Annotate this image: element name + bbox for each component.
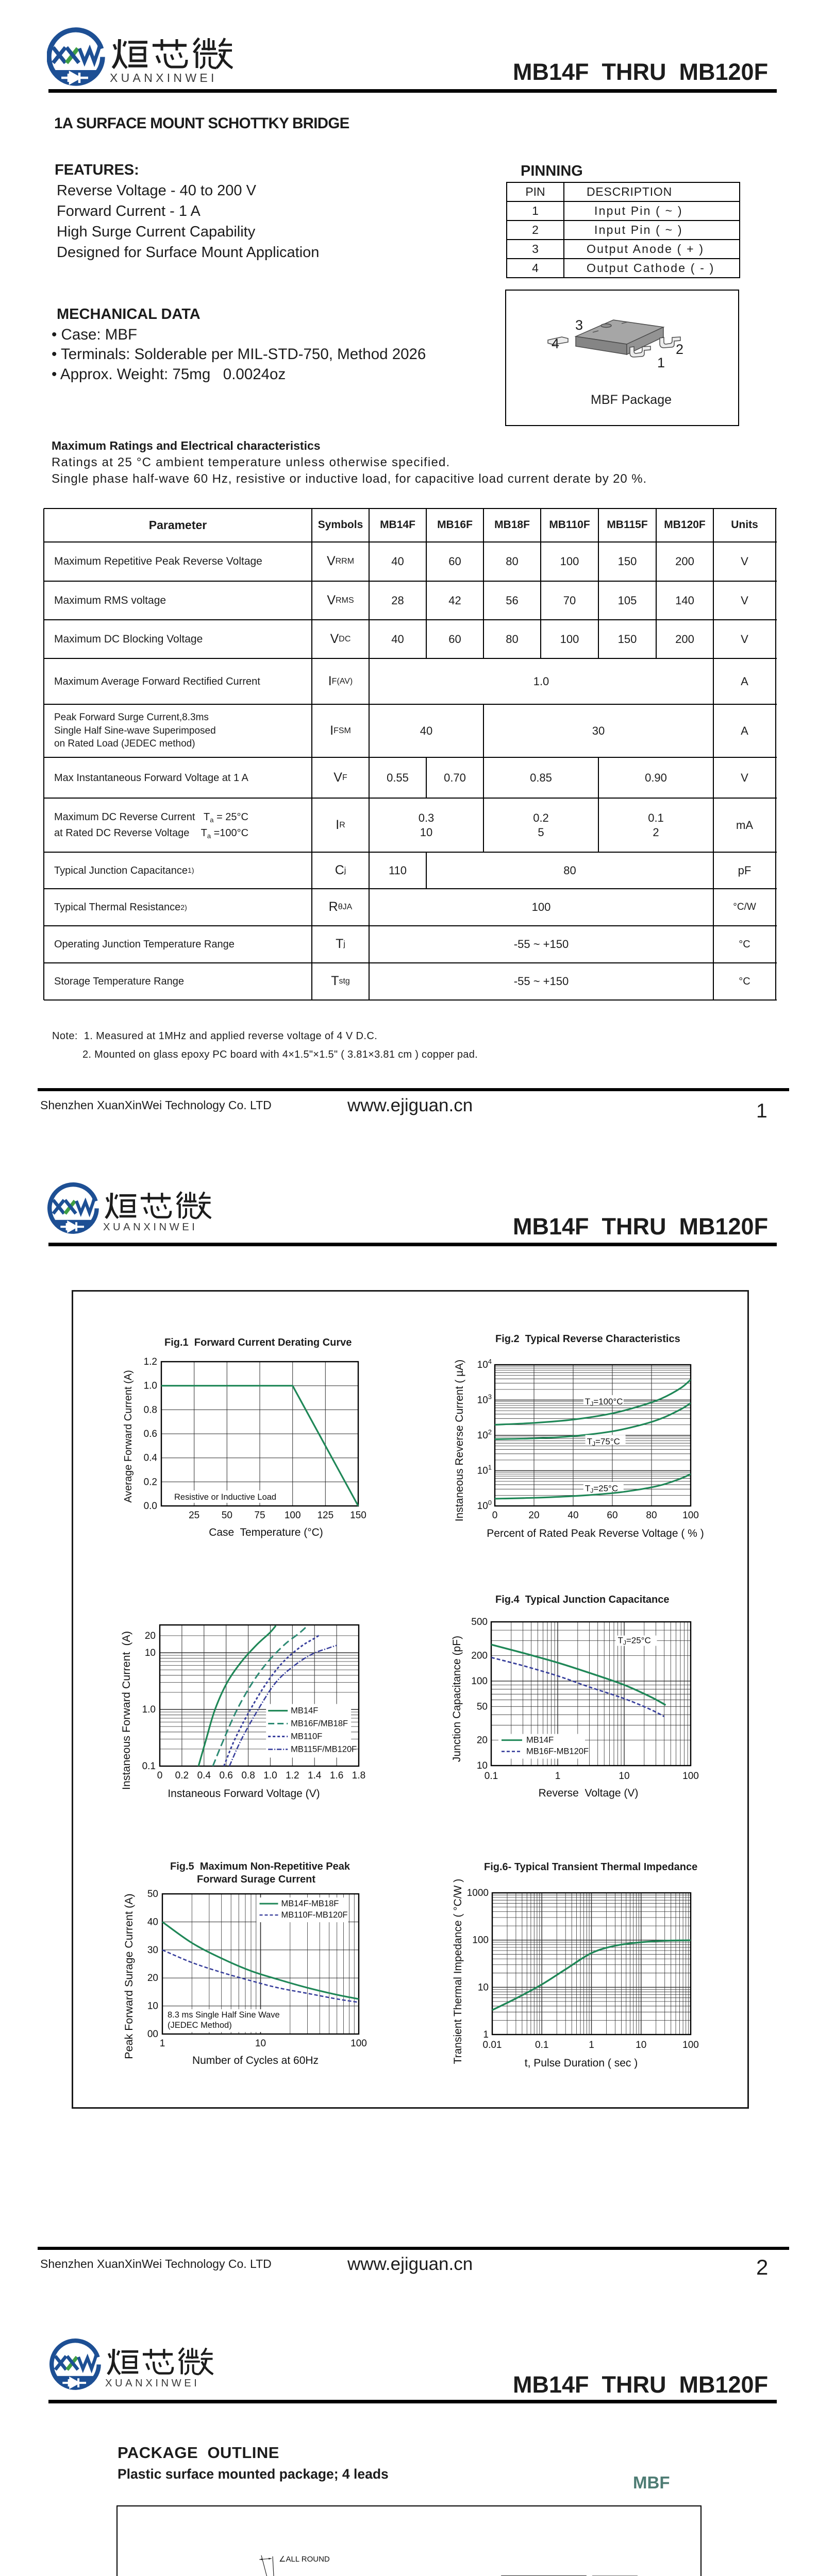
svg-text:100: 100: [682, 1510, 699, 1521]
svg-text:1: 1: [589, 2040, 594, 2050]
svg-text:1.0: 1.0: [142, 1704, 156, 1715]
svg-text:0.2: 0.2: [175, 1770, 189, 1781]
svg-text:10: 10: [477, 1760, 488, 1771]
svg-text:1.2: 1.2: [144, 1357, 157, 1367]
svg-text:200: 200: [471, 1650, 488, 1661]
svg-text:60: 60: [607, 1510, 617, 1521]
svg-text:30: 30: [147, 1945, 158, 1956]
svg-text:TJ=100°C: TJ=100°C: [585, 1397, 623, 1408]
svg-text:MB14F-MB18F: MB14F-MB18F: [281, 1899, 339, 1908]
svg-text:0.01: 0.01: [483, 2040, 502, 2050]
svg-text:10: 10: [619, 1771, 629, 1782]
svg-text:101: 101: [477, 1464, 492, 1477]
svg-text:Average Forward Current (A): Average Forward Current (A): [123, 1370, 134, 1503]
svg-text:1.6: 1.6: [330, 1770, 343, 1781]
svg-text:0.6: 0.6: [219, 1770, 232, 1781]
svg-text:1.0: 1.0: [263, 1770, 277, 1781]
svg-text:MB110F-MB120F: MB110F-MB120F: [281, 1910, 348, 1920]
svg-text:100: 100: [350, 2038, 367, 2049]
svg-text:0.1: 0.1: [485, 1771, 498, 1782]
svg-text:500: 500: [471, 1617, 488, 1628]
svg-text:103: 103: [477, 1393, 492, 1406]
svg-text:8.3 ms Single Half Sine Wave: 8.3 ms Single Half Sine Wave: [168, 2010, 280, 2020]
svg-text:(JEDEC Method): (JEDEC Method): [168, 2021, 232, 2030]
svg-text:0.1: 0.1: [535, 2040, 548, 2050]
svg-text:XUANXINWEI: XUANXINWEI: [103, 1222, 198, 1233]
svg-text:100: 100: [477, 1499, 492, 1512]
svg-text:50: 50: [477, 1701, 488, 1712]
svg-text:100: 100: [471, 1676, 488, 1687]
svg-text:TJ=25°C: TJ=25°C: [585, 1483, 618, 1494]
svg-text:MB14F: MB14F: [526, 1736, 554, 1745]
svg-text:150: 150: [350, 1510, 366, 1521]
svg-text:MB14F: MB14F: [291, 1706, 318, 1715]
svg-text:40: 40: [567, 1510, 578, 1521]
svg-text:1000: 1000: [467, 1888, 489, 1899]
svg-text:10: 10: [145, 1648, 156, 1658]
svg-text:20: 20: [477, 1735, 488, 1746]
svg-text:Instaneous Forward Voltage (V): Instaneous Forward Voltage (V): [168, 1788, 320, 1800]
svg-text:20: 20: [528, 1510, 539, 1521]
svg-text:TJ=75°C: TJ=75°C: [587, 1436, 620, 1447]
svg-text:00: 00: [147, 2029, 158, 2040]
svg-text:10: 10: [255, 2038, 266, 2049]
svg-text:0.4: 0.4: [144, 1453, 158, 1464]
svg-text:10: 10: [636, 2040, 646, 2050]
svg-text:1: 1: [160, 2038, 165, 2049]
svg-text:MB16F/MB18F: MB16F/MB18F: [291, 1719, 348, 1728]
svg-text:0: 0: [492, 1510, 498, 1521]
svg-text:75: 75: [254, 1510, 265, 1521]
svg-text:104: 104: [477, 1358, 492, 1370]
svg-text:1.8: 1.8: [352, 1770, 365, 1781]
svg-text:XUANXINWEI: XUANXINWEI: [105, 2378, 200, 2389]
svg-text:TJ=25°C: TJ=25°C: [617, 1636, 650, 1647]
svg-text:0.1: 0.1: [142, 1761, 156, 1772]
svg-text:100: 100: [472, 1935, 489, 1946]
svg-text:100: 100: [285, 1510, 301, 1521]
svg-text:25: 25: [189, 1510, 199, 1521]
svg-text:t, Pulse Duration ( sec ): t, Pulse Duration ( sec ): [525, 2057, 638, 2069]
svg-text:MB115F/MB120F: MB115F/MB120F: [291, 1744, 357, 1754]
svg-text:100: 100: [682, 1771, 699, 1782]
svg-text:0.4: 0.4: [197, 1770, 211, 1781]
svg-text:102: 102: [477, 1428, 492, 1441]
svg-text:100: 100: [682, 2040, 699, 2050]
svg-text:10: 10: [478, 1982, 489, 1993]
svg-text:1.0: 1.0: [144, 1381, 157, 1392]
svg-text:0.2: 0.2: [144, 1477, 157, 1487]
svg-text:20: 20: [145, 1631, 156, 1641]
svg-text:125: 125: [317, 1510, 333, 1521]
svg-text:1.2: 1.2: [286, 1770, 299, 1781]
svg-text:Instaneous Forward Current (A: Instaneous Forward Current (A): [120, 1631, 132, 1790]
svg-text:Junction Capacitance (pF): Junction Capacitance (pF): [451, 1636, 463, 1762]
svg-text:50: 50: [222, 1510, 232, 1521]
svg-text:Number of Cycles at 60Hz: Number of Cycles at 60Hz: [192, 2055, 319, 2066]
svg-text:40: 40: [147, 1917, 158, 1927]
svg-text:10: 10: [147, 2001, 158, 2012]
svg-text:Instaneous Reverse Current ( µ: Instaneous Reverse Current ( µA): [454, 1360, 465, 1521]
svg-text:Reverse Voltage (V): Reverse Voltage (V): [539, 1787, 639, 1799]
svg-text:Case Temperature (°C): Case Temperature (°C): [209, 1527, 323, 1538]
svg-text:Resistive or Inductive Load: Resistive or Inductive Load: [174, 1493, 276, 1502]
svg-text:0: 0: [157, 1770, 163, 1781]
svg-text:MB16F-MB120F: MB16F-MB120F: [526, 1747, 589, 1756]
svg-text:MB110F: MB110F: [291, 1732, 322, 1741]
svg-text:Peak Forward Surage Current (A: Peak Forward Surage Current (A): [123, 1893, 135, 2059]
svg-text:80: 80: [646, 1510, 657, 1521]
svg-text:50: 50: [147, 1889, 158, 1900]
svg-text:0.8: 0.8: [144, 1404, 157, 1415]
svg-text:1: 1: [555, 1771, 561, 1782]
svg-text:1.4: 1.4: [308, 1770, 322, 1781]
svg-text:∠ALL ROUND: ∠ALL ROUND: [279, 2555, 330, 2564]
svg-text:Transient Thermal Impedance (: Transient Thermal Impedance ( °C/W ): [452, 1879, 464, 2064]
svg-text:0.0: 0.0: [144, 1501, 157, 1512]
svg-text:Percent of Rated Peak Reverse: Percent of Rated Peak Reverse Voltage ( …: [487, 1528, 704, 1539]
svg-text:1: 1: [483, 2029, 489, 2040]
svg-text:0.8: 0.8: [241, 1770, 255, 1781]
svg-text:XUANXINWEI: XUANXINWEI: [110, 71, 218, 84]
svg-text:20: 20: [147, 1973, 158, 1984]
svg-text:0.6: 0.6: [144, 1429, 157, 1439]
